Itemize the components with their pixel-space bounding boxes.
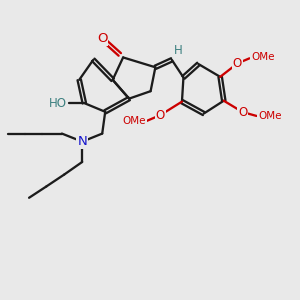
Text: O: O [238,106,247,118]
Text: OMe: OMe [258,111,282,121]
Text: O: O [97,32,107,45]
Text: O: O [156,109,165,122]
Text: H: H [174,44,183,57]
Text: N: N [77,135,87,148]
Text: HO: HO [48,97,66,110]
Text: OMe: OMe [122,116,146,126]
Text: OMe: OMe [251,52,274,62]
Text: O: O [233,57,242,70]
